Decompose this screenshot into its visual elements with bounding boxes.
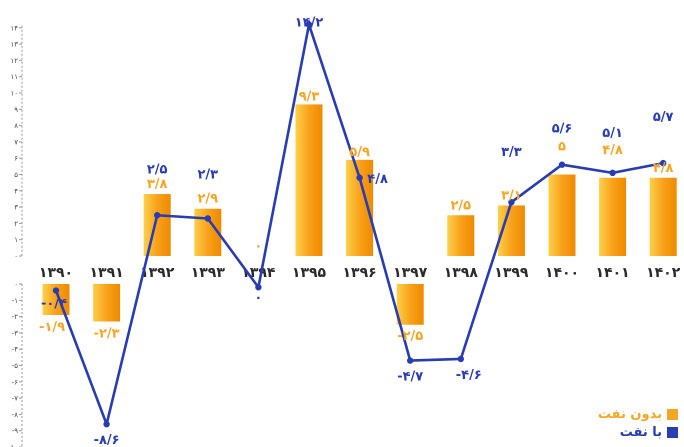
line-point bbox=[103, 420, 110, 428]
line-value-label: ۵/۶ bbox=[552, 122, 573, 137]
line-point bbox=[255, 284, 262, 291]
legend-swatch-line bbox=[667, 426, 678, 438]
y-tick-label: ۹ bbox=[14, 106, 18, 114]
bar-value-label: ۴/۸ bbox=[653, 161, 674, 176]
y-tick-label: -۴ bbox=[12, 346, 19, 354]
y-tick-label: ۳ bbox=[14, 204, 18, 212]
y-tick-label: -۶ bbox=[12, 378, 19, 386]
line-point bbox=[508, 199, 515, 206]
line-value-label: ۱۴/۲ bbox=[295, 16, 324, 31]
line-point bbox=[457, 355, 464, 363]
bar-value-label: -۲/۵ bbox=[397, 329, 423, 344]
legend-swatch-bars bbox=[667, 408, 678, 420]
x-tick-label: ۱۳۹۸ bbox=[444, 265, 479, 281]
line-value-label: -۸/۶ bbox=[94, 433, 120, 447]
bar bbox=[649, 177, 677, 256]
y-tick-label: ۱۰ bbox=[10, 90, 18, 98]
line-point bbox=[356, 174, 363, 181]
y-tick-label: -۱۰ bbox=[8, 444, 18, 447]
line-point bbox=[204, 215, 211, 222]
line-point bbox=[305, 21, 313, 28]
line-value-label: -۴/۷ bbox=[397, 370, 423, 385]
x-tick-label: ۱۴۰۲ bbox=[646, 265, 681, 281]
bar-value-label: ۴/۸ bbox=[602, 143, 623, 158]
y-tick-label: ۱۱ bbox=[10, 73, 18, 81]
x-tick-label: ۱۴۰۱ bbox=[596, 265, 630, 281]
bar-value-label: ۳/۱ bbox=[501, 188, 522, 203]
line-point bbox=[154, 212, 161, 219]
line-value-label: ۲/۵ bbox=[147, 162, 168, 177]
y-tick-label: -۲ bbox=[12, 313, 19, 321]
x-tick-label: ۱۳۹۰ bbox=[39, 265, 73, 281]
legend-label-line: با نفت bbox=[619, 424, 662, 440]
y-tick-label: ۰ bbox=[14, 253, 18, 261]
legend-label-bars: بدون نفت bbox=[597, 406, 662, 422]
y-tick-label: ۷ bbox=[14, 138, 18, 146]
bar-value-label: ۳/۸ bbox=[147, 177, 168, 192]
line-point bbox=[660, 159, 667, 167]
y-tick-label: ۴ bbox=[14, 187, 18, 195]
y-tick-label: ۸ bbox=[14, 122, 18, 130]
line-value-label: ۰ bbox=[254, 290, 262, 305]
line-value-label: ۲/۳ bbox=[197, 168, 218, 183]
bar-value-label: ۲/۵ bbox=[450, 198, 471, 213]
bar bbox=[396, 284, 424, 325]
x-tick-label: ۱۳۹۶ bbox=[343, 265, 377, 281]
bar-value-label: -۲/۳ bbox=[94, 326, 120, 341]
line-value-label: -۰/۴ bbox=[41, 297, 67, 312]
bar-value-label: ۲/۹ bbox=[197, 192, 218, 207]
y-tick-label: ۱۴ bbox=[10, 24, 18, 32]
line-value-label: ۳/۳ bbox=[501, 145, 522, 160]
legend: بدون نفت با نفت bbox=[598, 405, 678, 441]
line-point bbox=[52, 287, 60, 294]
x-tick-label: ۱۳۹۱ bbox=[90, 265, 124, 281]
bar bbox=[599, 177, 627, 256]
y-tick-label: -۷ bbox=[12, 395, 19, 403]
y-tick-label: -۵ bbox=[12, 362, 19, 370]
line-value-label: -۴/۶ bbox=[456, 368, 482, 383]
x-tick-label: ۱۳۹۲ bbox=[140, 265, 175, 281]
line-value-label: ۵/۷ bbox=[653, 110, 674, 125]
bar bbox=[295, 104, 323, 256]
line-value-label: ۴/۸ bbox=[367, 172, 388, 187]
x-tick-label: ۱۴۰۰ bbox=[545, 265, 579, 281]
y-tick-label: -۳ bbox=[12, 329, 19, 337]
line-point bbox=[558, 161, 566, 168]
y-tick-label: ۰ bbox=[14, 281, 18, 289]
bar bbox=[143, 194, 171, 256]
y-tick-label: ۵ bbox=[14, 171, 18, 179]
y-tick-label: -۸ bbox=[12, 411, 19, 419]
legend-item-bars: بدون نفت bbox=[598, 405, 678, 423]
y-tick-label: ۱ bbox=[14, 236, 18, 244]
legend-item-line: با نفت bbox=[598, 423, 678, 441]
y-tick-label: -۹ bbox=[12, 427, 19, 435]
y-tick-label: ۲ bbox=[14, 220, 18, 228]
line-value-label: ۵/۱ bbox=[602, 126, 623, 141]
bar bbox=[447, 215, 475, 256]
line-point bbox=[609, 169, 616, 177]
bar bbox=[548, 174, 576, 256]
x-tick-label: ۱۳۹۳ bbox=[191, 265, 226, 281]
line-point bbox=[407, 357, 414, 364]
y-tick-label: ۱۲ bbox=[10, 57, 18, 65]
bar-value-label: ۹/۳ bbox=[299, 89, 320, 104]
y-tick-label: -۱ bbox=[12, 297, 18, 305]
bar-value-label: -۱/۹ bbox=[39, 320, 65, 335]
y-tick-label: ۱۳ bbox=[10, 41, 18, 49]
bar-value-label: ۰ bbox=[254, 239, 262, 254]
bar bbox=[93, 284, 121, 322]
y-tick-label: ۶ bbox=[14, 155, 18, 163]
bar-value-label: ۵ bbox=[558, 140, 566, 155]
bar-value-label: ۵/۹ bbox=[349, 145, 370, 160]
x-tick-label: ۱۳۹۹ bbox=[494, 265, 529, 281]
x-tick-label: ۱۳۹۷ bbox=[393, 265, 428, 281]
x-tick-label: ۱۳۹۵ bbox=[292, 265, 327, 281]
